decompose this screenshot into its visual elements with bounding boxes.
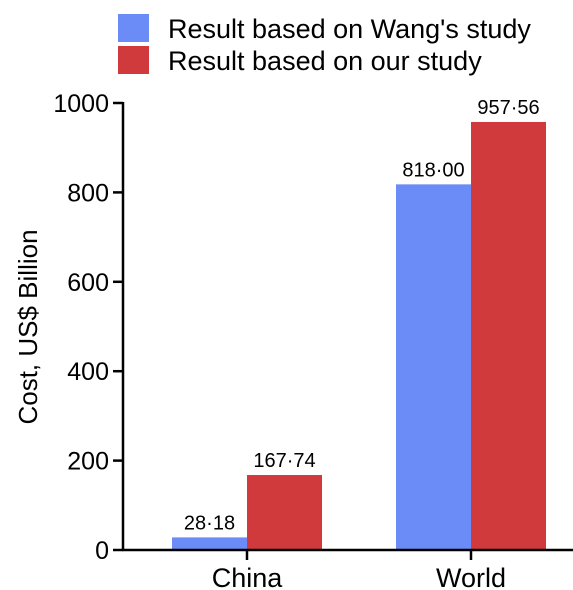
- value-label-world-series-1: 818·00: [402, 159, 464, 181]
- bars: 28·18 167·74 818·00 957·56: [172, 97, 546, 551]
- bar-world-series-1: [396, 184, 471, 550]
- value-label-china-series-1: 28·18: [184, 512, 235, 534]
- bar-china-series-1: [172, 537, 247, 550]
- y-tick-label-600: 600: [67, 269, 109, 297]
- y-axis: 0 200 400 600 800 1000: [53, 90, 125, 565]
- y-tick-label-0: 0: [95, 537, 109, 565]
- legend-swatch-2: [118, 46, 149, 74]
- legend-label-2: Result based on our study: [168, 46, 482, 76]
- bar-world-series-2: [471, 121, 546, 551]
- y-tick-label-400: 400: [67, 358, 109, 386]
- y-tick-label-1000: 1000: [53, 90, 109, 118]
- y-tick-label-800: 800: [67, 179, 109, 207]
- x-tick-label-world: World: [436, 563, 506, 590]
- bar-china-series-2: [247, 475, 322, 550]
- value-label-china-series-2: 167·74: [253, 450, 315, 472]
- x-axis: China World: [122, 548, 573, 590]
- y-axis-label: Cost, US$ Billion: [13, 229, 43, 424]
- y-tick-label-200: 200: [67, 448, 109, 476]
- x-tick-label-china: China: [212, 563, 284, 590]
- legend-swatch-1: [118, 14, 149, 42]
- value-label-world-series-2: 957·56: [477, 97, 539, 119]
- legend-label-1: Result based on Wang's study: [168, 14, 531, 44]
